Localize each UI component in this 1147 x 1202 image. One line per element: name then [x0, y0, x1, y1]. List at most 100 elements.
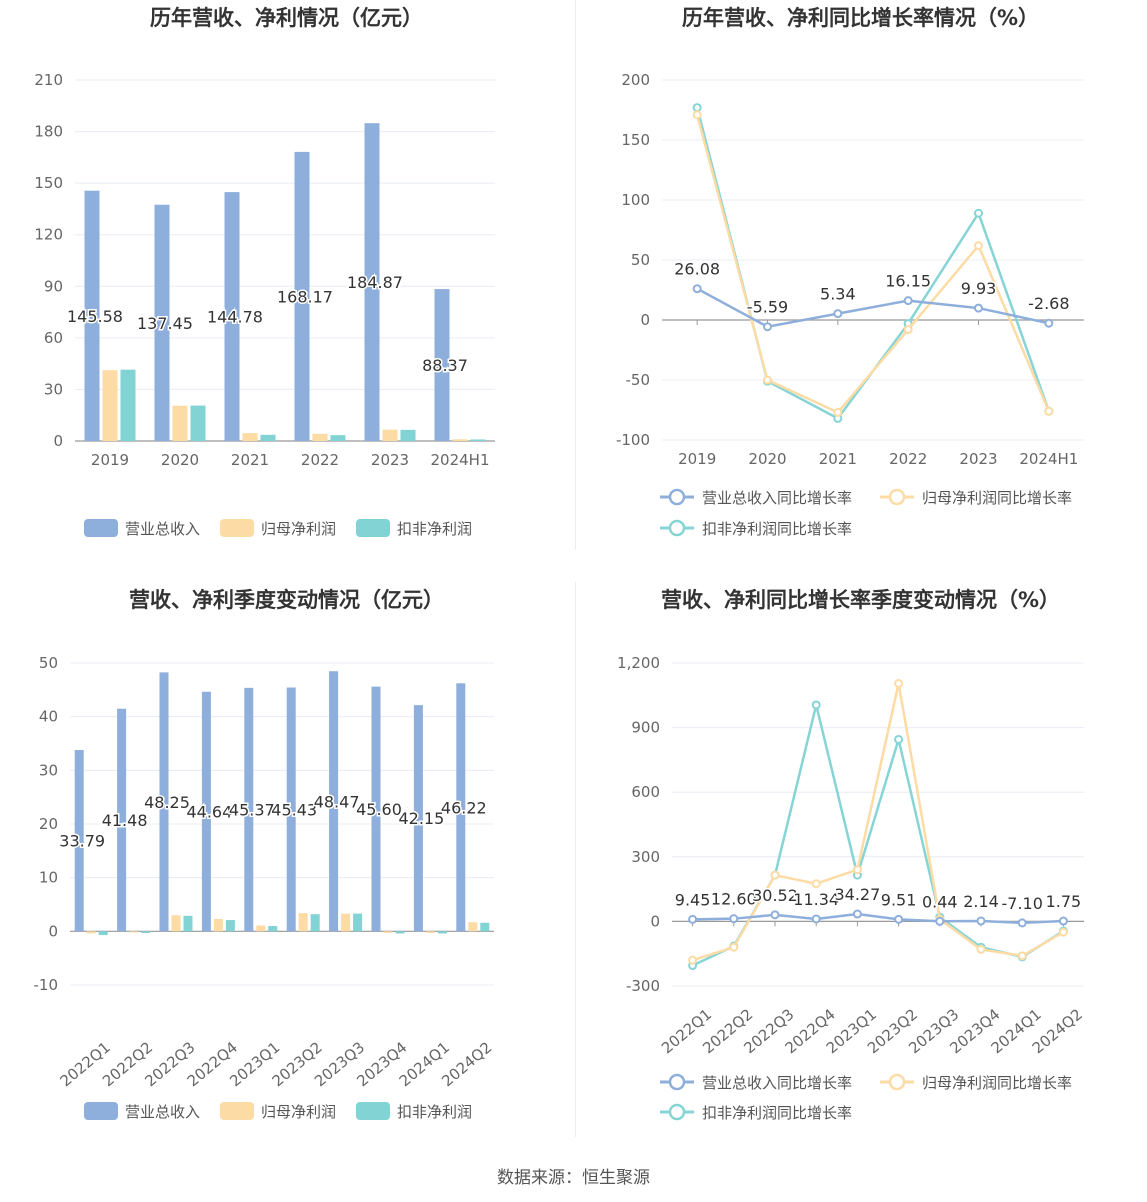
bar-net-profit	[102, 370, 118, 441]
data-label: 48.25	[144, 793, 190, 812]
data-point	[1017, 951, 1027, 961]
data-label: 168.17	[277, 287, 333, 306]
data-point	[833, 407, 843, 417]
x-tick-label: 2019	[91, 451, 129, 469]
data-point	[852, 909, 862, 919]
data-point	[976, 944, 986, 954]
bar-revenue	[74, 749, 84, 932]
x-tick-label: 2022	[301, 451, 339, 469]
bar-revenue	[456, 683, 466, 932]
data-point	[894, 678, 904, 688]
bar-net-profit	[86, 931, 96, 934]
y-tick-label: 180	[34, 123, 63, 141]
series-line	[692, 704, 1065, 967]
legend-label: 扣非净利润	[397, 520, 472, 538]
y-tick-label: 50	[631, 251, 650, 269]
data-point	[763, 375, 772, 385]
y-tick-label: -50	[626, 371, 651, 389]
data-label: 26.08	[674, 260, 720, 279]
bar-net-profit	[382, 429, 398, 441]
quarterly-revenue-profit-panel: 营收、净利季度变动情况（亿元） -10 0 10 20 30 40 50 2022Q1 33.7…	[0, 582, 573, 1162]
bar-deducted-profit	[141, 931, 151, 933]
annual-growth-panel: 历年营收、净利同比增长率情况（%） -100 -50 0 50 100 150 200 201…	[574, 0, 1147, 580]
y-tick-label: 0	[48, 922, 58, 940]
legend-swatch	[220, 1102, 254, 1120]
bar-deducted-profit	[310, 914, 320, 932]
bar-deducted-profit	[330, 435, 346, 441]
bar-deducted-profit	[120, 369, 136, 441]
panel-divider-top	[575, 0, 576, 550]
y-tick-label: 60	[44, 329, 63, 347]
chart-title: 营收、净利同比增长率季度变动情况（%）	[660, 588, 1061, 612]
legend-symbol-marker	[888, 488, 906, 506]
data-label: 34.27	[834, 885, 880, 904]
bar-revenue	[117, 708, 127, 932]
chart-title: 历年营收、净利同比增长率情况（%）	[681, 6, 1040, 30]
bar-deducted-profit	[183, 915, 193, 932]
data-point	[729, 914, 739, 924]
legend-label: 营业总收入同比增长率	[702, 489, 852, 507]
legend-swatch	[84, 1102, 118, 1120]
data-label: 11.34	[793, 890, 839, 909]
bar-revenue	[413, 705, 423, 932]
legend-label: 扣非净利润	[397, 1103, 472, 1121]
data-point	[688, 955, 698, 965]
data-label: 5.34	[820, 285, 856, 304]
bar-net-profit	[383, 931, 393, 933]
data-point	[692, 110, 702, 120]
data-label: 44.64	[186, 803, 232, 822]
data-label: 12.60	[711, 890, 757, 909]
y-tick-label: 30	[39, 761, 58, 779]
legend-symbol-marker	[668, 519, 686, 537]
data-point	[974, 303, 983, 313]
data-label: 30.52	[752, 886, 798, 905]
data-label: 46.22	[441, 798, 487, 817]
y-tick-label: 150	[34, 174, 63, 192]
y-tick-label: 1,200	[617, 654, 660, 672]
legend-label: 扣非净利润同比增长率	[702, 520, 852, 538]
bar-deducted-profit	[400, 429, 416, 441]
data-point	[1044, 406, 1054, 416]
chart-title: 营收、净利季度变动情况（亿元）	[129, 588, 444, 612]
x-tick-label: 2024H1	[1019, 450, 1078, 468]
x-tick-label: 2023	[371, 451, 409, 469]
bar-deducted-profit	[98, 931, 108, 936]
bar-revenue	[84, 190, 100, 441]
legend-label: 营业总收入	[125, 1103, 200, 1121]
y-tick-label: 40	[39, 708, 58, 726]
legend-swatch	[356, 1102, 390, 1120]
data-label: -7.10	[1001, 894, 1042, 913]
legend-symbol-marker	[668, 1103, 686, 1121]
legend-label: 营业总收入	[125, 520, 200, 538]
bar-revenue	[434, 289, 450, 441]
data-point	[894, 914, 904, 924]
quarterly-growth-panel: 营收、净利同比增长率季度变动情况（%） -300 0 300 600 900 1,200 2…	[574, 582, 1147, 1162]
data-label: 45.43	[271, 800, 317, 819]
y-tick-label: 0	[640, 311, 650, 329]
bar-deducted-profit	[480, 922, 490, 932]
data-point	[770, 910, 780, 920]
data-point	[811, 700, 821, 710]
legend-label: 营业总收入同比增长率	[702, 1074, 852, 1092]
bar-revenue	[201, 691, 211, 932]
bar-deducted-profit	[225, 920, 235, 932]
bar-net-profit	[129, 931, 139, 933]
x-tick-label: 2021	[231, 451, 269, 469]
legend-swatch	[220, 519, 254, 537]
data-point	[974, 241, 983, 251]
annual-bar-chart: 0 30 60 90 120 150 180 210 2019 145.58 2020 137.45 2…	[34, 71, 495, 538]
bar-net-profit	[341, 913, 351, 932]
y-tick-label: 0	[650, 912, 660, 930]
x-tick-label: 2023	[959, 450, 997, 468]
bar-net-profit	[452, 439, 468, 441]
bar-revenue	[154, 204, 170, 441]
bar-net-profit	[242, 433, 258, 441]
x-tick-label: 2020	[748, 450, 786, 468]
data-label: 145.58	[67, 307, 123, 326]
x-tick-label: 2019	[678, 450, 716, 468]
annual-growth-line-chart: -100 -50 0 50 100 150 200 2019 2020 2021 2022 2023 2…	[616, 71, 1084, 538]
y-tick-label: -300	[626, 977, 660, 995]
data-source: 数据来源：恒生聚源	[497, 1168, 650, 1188]
quarterly-growth-line-chart: -30003006009001,2002022Q12022Q22022Q3202…	[617, 654, 1086, 1122]
bar-net-profit	[298, 913, 308, 932]
